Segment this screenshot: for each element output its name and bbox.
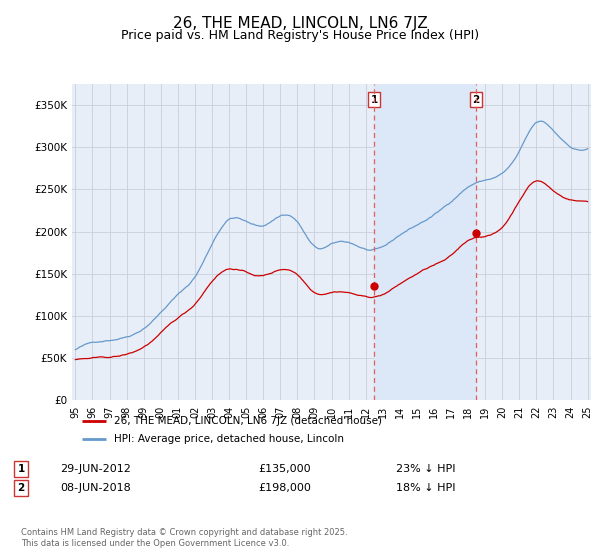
Text: £198,000: £198,000 xyxy=(258,483,311,493)
Text: 26, THE MEAD, LINCOLN, LN6 7JZ (detached house): 26, THE MEAD, LINCOLN, LN6 7JZ (detached… xyxy=(113,416,382,426)
Text: 08-JUN-2018: 08-JUN-2018 xyxy=(60,483,131,493)
Text: 1: 1 xyxy=(17,464,25,474)
Bar xyxy=(374,84,476,400)
Text: 1: 1 xyxy=(371,95,378,105)
Text: 29-JUN-2012: 29-JUN-2012 xyxy=(60,464,131,474)
Text: 2: 2 xyxy=(17,483,25,493)
Text: Price paid vs. HM Land Registry's House Price Index (HPI): Price paid vs. HM Land Registry's House … xyxy=(121,29,479,42)
Text: 18% ↓ HPI: 18% ↓ HPI xyxy=(396,483,455,493)
Text: HPI: Average price, detached house, Lincoln: HPI: Average price, detached house, Linc… xyxy=(113,434,344,444)
Text: Contains HM Land Registry data © Crown copyright and database right 2025.
This d: Contains HM Land Registry data © Crown c… xyxy=(21,528,347,548)
Text: £135,000: £135,000 xyxy=(258,464,311,474)
Text: 26, THE MEAD, LINCOLN, LN6 7JZ: 26, THE MEAD, LINCOLN, LN6 7JZ xyxy=(173,16,427,31)
Text: 23% ↓ HPI: 23% ↓ HPI xyxy=(396,464,455,474)
Text: 2: 2 xyxy=(472,95,479,105)
